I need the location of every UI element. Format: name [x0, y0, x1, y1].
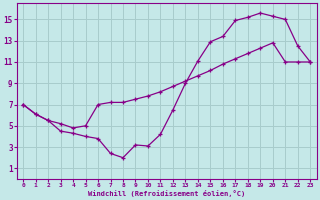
X-axis label: Windchill (Refroidissement éolien,°C): Windchill (Refroidissement éolien,°C)	[88, 190, 245, 197]
